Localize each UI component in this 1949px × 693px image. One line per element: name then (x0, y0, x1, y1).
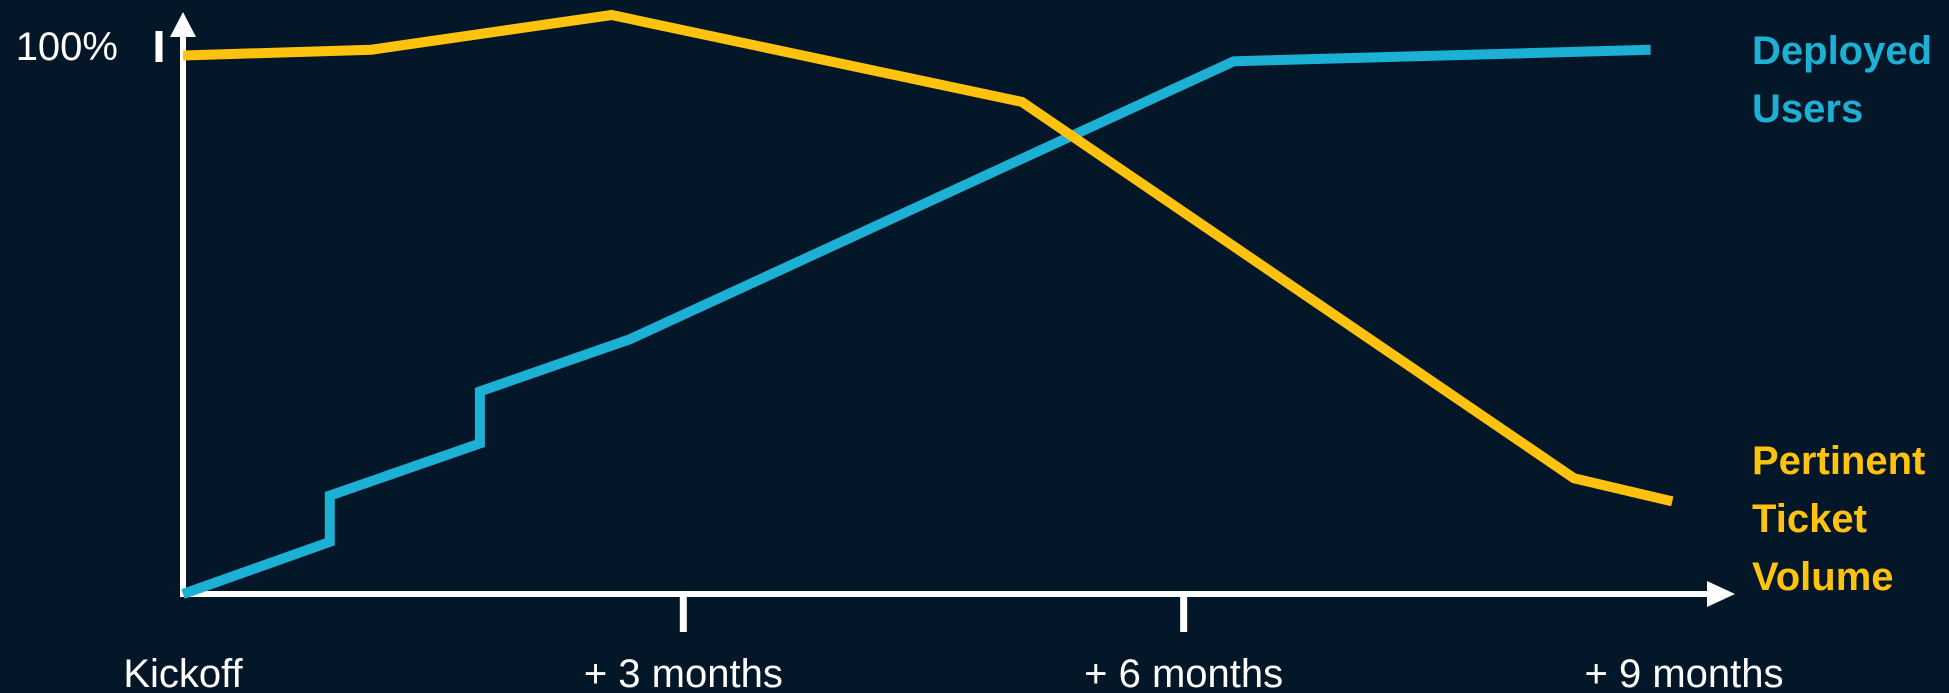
legend-label-line: Ticket (1752, 497, 1867, 541)
series-line-pertinent-ticket-volume (182, 9, 1674, 507)
x-ticks: Kickoff + 3 months + 6 months + 9 months (123, 596, 1784, 693)
legend-label-line: Volume (1752, 555, 1894, 599)
x-tick-label-9-months: + 9 months (1584, 652, 1783, 693)
legend: Deployed Users Pertinent Ticket Volume (1752, 29, 1932, 599)
y-axis-arrowhead (170, 12, 196, 37)
series-line-deployed-users (181, 44, 1651, 599)
x-axis-arrowhead (1707, 581, 1735, 607)
x-tick-label-6-months: + 6 months (1084, 652, 1283, 693)
legend-label-line: Pertinent (1752, 439, 1925, 483)
x-tick-label-kickoff: Kickoff (123, 652, 243, 693)
y-tick-label: 100% (16, 25, 118, 69)
legend-label-pertinent-ticket-volume: Pertinent Ticket Volume (1752, 439, 1925, 599)
series-lines (181, 9, 1674, 599)
x-tick-label-3-months: + 3 months (584, 652, 783, 693)
legend-label-deployed-users: Deployed Users (1752, 29, 1932, 131)
y-ticks: 100% (16, 25, 163, 69)
legend-label-line: Users (1752, 87, 1863, 131)
legend-label-line: Deployed (1752, 29, 1932, 73)
